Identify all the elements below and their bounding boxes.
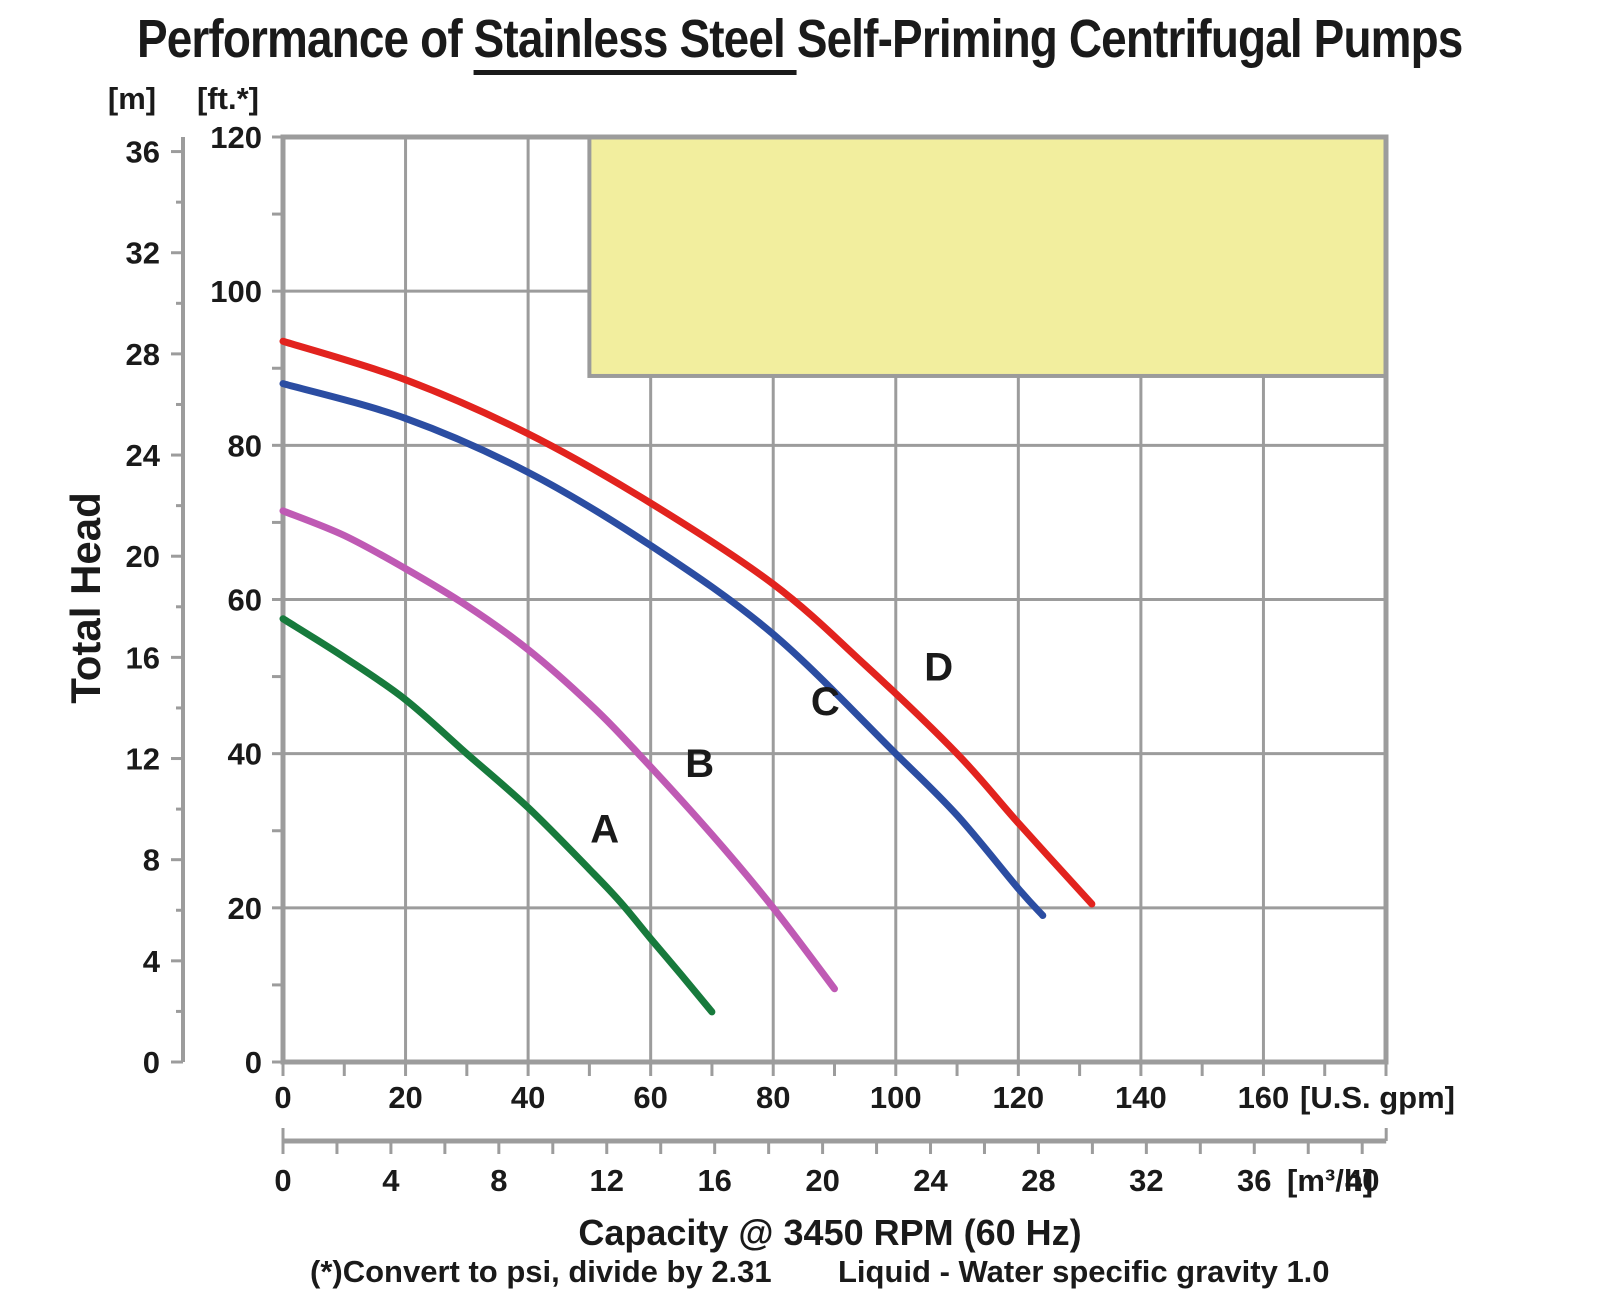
gpm-tick-label-160: 160 (1238, 1080, 1290, 1115)
gpm-tick-label-100: 100 (870, 1080, 922, 1115)
m3h-tick-label-8: 8 (490, 1163, 507, 1198)
m3h-tick-label-40: 40 (1345, 1163, 1379, 1198)
ft-tick-label-60: 60 (228, 583, 262, 618)
ft-tick-label-120: 120 (210, 120, 262, 155)
gpm-tick-label-120: 120 (992, 1080, 1044, 1115)
gpm-tick-label-40: 40 (511, 1080, 545, 1115)
gpm-tick-label-80: 80 (756, 1080, 790, 1115)
curve-A (279, 615, 716, 1016)
curve-label-B: B (685, 742, 714, 786)
ft-tick-label-40: 40 (228, 737, 262, 772)
m-tick-label-8: 8 (143, 843, 160, 878)
curve-C (279, 380, 1047, 919)
m-tick-label-32: 32 (126, 236, 160, 271)
gpm-tick-label-20: 20 (388, 1080, 422, 1115)
gpm-tick-label-140: 140 (1115, 1080, 1167, 1115)
m3h-tick-label-32: 32 (1129, 1163, 1163, 1198)
m3h-tick-label-4: 4 (382, 1163, 400, 1198)
m3h-tick-label-20: 20 (805, 1163, 839, 1198)
ft-tick-label-0: 0 (245, 1045, 262, 1080)
m3h-tick-label-0: 0 (274, 1163, 291, 1198)
m3h-tick-label-24: 24 (913, 1163, 948, 1198)
m-tick-label-12: 12 (126, 742, 160, 777)
x-axis-title: Capacity @ 3450 RPM (60 Hz) (578, 1212, 1081, 1253)
m3h-tick-label-12: 12 (590, 1163, 624, 1198)
m-tick-label-4: 4 (143, 944, 161, 979)
m-tick-label-24: 24 (126, 438, 161, 473)
m3h-tick-label-16: 16 (697, 1163, 731, 1198)
ft-tick-label-20: 20 (228, 891, 262, 926)
curve-label-C: C (811, 680, 840, 724)
m-tick-label-36: 36 (126, 135, 160, 170)
footnote-liquid: Liquid - Water specific gravity 1.0 (838, 1254, 1330, 1289)
ft-tick-label-80: 80 (228, 428, 262, 463)
m3h-tick-label-36: 36 (1237, 1163, 1271, 1198)
curve-B (279, 507, 838, 993)
title-prefix: Performance of (137, 9, 474, 69)
highlight-box (587, 135, 1388, 378)
ft-tick-label-100: 100 (210, 274, 262, 309)
gpm-tick-label-60: 60 (633, 1080, 667, 1115)
m3h-tick-label-28: 28 (1021, 1163, 1055, 1198)
footnote-psi: (*)Convert to psi, divide by 2.31 (310, 1254, 772, 1289)
chart-title: Performance of Stainless Steel Self-Primi… (0, 8, 1600, 75)
curve-label-A: A (590, 807, 619, 851)
m3h-unit-label: [m³/h] (1287, 1163, 1373, 1198)
gpm-tick-label-0: 0 (274, 1080, 291, 1115)
curve-label-D: D (924, 645, 953, 689)
gpm-unit-label: [U.S. gpm] (1300, 1080, 1455, 1115)
y-axis-title: Total Head (62, 492, 109, 704)
ft-unit-label: [ft.*] (197, 81, 259, 116)
m-tick-label-0: 0 (143, 1045, 160, 1080)
title-suffix: Self-Priming Centrifugal Pumps (797, 9, 1463, 69)
m-unit-label: [m] (108, 81, 156, 116)
title-underlined: Stainless Steel (473, 9, 798, 75)
curve-D (279, 337, 1096, 908)
m-tick-label-20: 20 (126, 539, 160, 574)
m-tick-label-28: 28 (126, 337, 160, 372)
chart-title-text: Performance of Stainless Steel Self-Primi… (137, 8, 1464, 75)
m-tick-label-16: 16 (126, 640, 160, 675)
